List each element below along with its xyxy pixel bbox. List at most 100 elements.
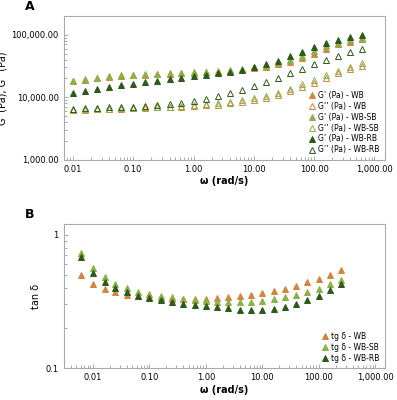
G’’ (Pa) - WB-RB — [300, 66, 304, 71]
tg δ - WB — [272, 288, 276, 293]
G’’ (Pa) - WB — [94, 107, 99, 112]
G’’ (Pa) - WB — [276, 92, 280, 97]
G’’ (Pa) - WB-RB — [143, 103, 148, 108]
G’ (Pa) - WB — [179, 71, 184, 76]
Text: A: A — [25, 0, 35, 13]
G’ (Pa) - WB-SB — [300, 54, 304, 58]
G’’ (Pa) - WB-SB — [288, 87, 293, 92]
G’ (Pa) - WB-RB — [155, 78, 160, 83]
G’’ (Pa) - WB-RB — [131, 104, 135, 109]
G’ (Pa) - WB-SB — [191, 70, 196, 75]
tg δ - WB — [294, 283, 299, 288]
tg δ - WB-SB — [272, 297, 276, 302]
tg δ - WB-RB — [147, 296, 152, 300]
tg δ - WB — [113, 290, 118, 295]
tg δ - WB-SB — [305, 289, 310, 294]
G’ (Pa) - WB — [336, 42, 341, 47]
G’ (Pa) - WB-RB — [215, 71, 220, 76]
G’’ (Pa) - WB-SB — [300, 82, 304, 87]
G’’ (Pa) - WB-SB — [251, 96, 256, 101]
G’ (Pa) - WB — [107, 75, 112, 80]
G’ (Pa) - WB — [119, 74, 123, 78]
G’’ (Pa) - WB-RB — [94, 105, 99, 110]
tg δ - WB — [136, 294, 141, 299]
tg δ - WB-RB — [226, 306, 231, 311]
G’’ (Pa) - WB-SB — [167, 104, 172, 109]
G’ (Pa) - WB-SB — [155, 72, 160, 76]
tg δ - WB — [102, 287, 107, 292]
X-axis label: ω (rad/s): ω (rad/s) — [200, 176, 249, 186]
tg δ - WB-SB — [78, 251, 83, 256]
tg δ - WB — [125, 292, 129, 297]
G’’ (Pa) - WB-SB — [324, 73, 329, 78]
G’ (Pa) - WB — [227, 68, 232, 73]
Legend: G’ (Pa) - WB, G’’ (Pa) - WB, G’ (Pa) - WB-SB, G’’ (Pa) - WB-SB, G’ (Pa) - WB-RB,: G’ (Pa) - WB, G’’ (Pa) - WB, G’ (Pa) - W… — [308, 89, 381, 156]
tg δ - WB-RB — [170, 299, 174, 304]
G’’ (Pa) - WB-RB — [288, 71, 293, 76]
G’ (Pa) - WB-RB — [167, 77, 172, 82]
G’’ (Pa) - WB-RB — [264, 80, 268, 84]
G’ (Pa) - WB — [143, 72, 148, 77]
tg δ - WB — [282, 286, 287, 291]
G’ (Pa) - WB-RB — [288, 54, 293, 59]
G’’ (Pa) - WB-SB — [336, 68, 341, 73]
tg δ - WB-SB — [282, 295, 287, 300]
G’’ (Pa) - WB-SB — [239, 98, 244, 102]
tg δ - WB — [226, 295, 231, 300]
G’’ (Pa) - WB — [251, 98, 256, 102]
Legend: tg δ - WB, tg δ - WB-SB, tg δ - WB-RB: tg δ - WB, tg δ - WB-SB, tg δ - WB-RB — [321, 330, 381, 364]
tg δ - WB — [204, 296, 208, 301]
G’ (Pa) - WB-SB — [288, 58, 293, 63]
Line: tg δ - WB-SB: tg δ - WB-SB — [77, 250, 344, 305]
tg δ - WB-SB — [125, 286, 129, 290]
G’ (Pa) - WB — [348, 39, 353, 44]
tg δ - WB-RB — [102, 279, 107, 284]
G’ (Pa) - WB-RB — [312, 45, 316, 50]
G’ (Pa) - WB-RB — [300, 50, 304, 54]
G’ (Pa) - WB-RB — [94, 87, 99, 92]
G’ (Pa) - WB-SB — [71, 78, 75, 83]
G’ (Pa) - WB-SB — [324, 44, 329, 49]
G’ (Pa) - WB-SB — [312, 49, 316, 54]
G’ (Pa) - WB-RB — [131, 81, 135, 86]
tg δ - WB-SB — [102, 275, 107, 280]
G’ (Pa) - WB-RB — [324, 40, 329, 45]
G’ (Pa) - WB-RB — [143, 80, 148, 84]
G’ (Pa) - WB-SB — [167, 71, 172, 76]
G’’ (Pa) - WB-RB — [203, 96, 208, 101]
tg δ - WB — [316, 276, 321, 281]
G’ (Pa) - WB — [167, 72, 172, 76]
G’ (Pa) - WB-SB — [215, 69, 220, 74]
G’ (Pa) - WB — [131, 73, 135, 78]
G’’ (Pa) - WB-SB — [312, 78, 316, 82]
tg δ - WB-RB — [192, 302, 197, 307]
tg δ - WB-RB — [113, 286, 118, 290]
tg δ - WB-RB — [339, 281, 343, 286]
G’ (Pa) - WB-SB — [336, 40, 341, 45]
tg δ - WB — [339, 268, 343, 273]
G’ (Pa) - WB — [324, 46, 329, 51]
G’’ (Pa) - WB — [83, 107, 88, 112]
G’ (Pa) - WB — [83, 78, 88, 82]
tg δ - WB — [91, 281, 95, 286]
G’’ (Pa) - WB-RB — [191, 99, 196, 104]
Line: tg δ - WB-RB: tg δ - WB-RB — [77, 254, 344, 313]
tg δ - WB-SB — [249, 299, 253, 304]
tg δ - WB — [249, 292, 253, 297]
G’ (Pa) - WB-SB — [179, 70, 184, 75]
G’ (Pa) - WB-SB — [203, 70, 208, 74]
tg δ - WB-SB — [113, 281, 118, 286]
tg δ - WB — [305, 280, 310, 285]
G’’ (Pa) - WB — [107, 106, 112, 111]
G’’ (Pa) - WB — [348, 67, 353, 72]
tg δ - WB — [170, 296, 174, 301]
G’’ (Pa) - WB-SB — [191, 103, 196, 108]
tg δ - WB-SB — [91, 266, 95, 271]
G’ (Pa) - WB — [360, 37, 365, 42]
G’ (Pa) - WB-RB — [179, 75, 184, 80]
G’ (Pa) - WB — [215, 69, 220, 74]
G’ (Pa) - WB-SB — [83, 77, 88, 82]
G’ (Pa) - WB — [276, 62, 280, 67]
G’’ (Pa) - WB-RB — [276, 76, 280, 80]
G’’ (Pa) - WB-RB — [360, 47, 365, 52]
